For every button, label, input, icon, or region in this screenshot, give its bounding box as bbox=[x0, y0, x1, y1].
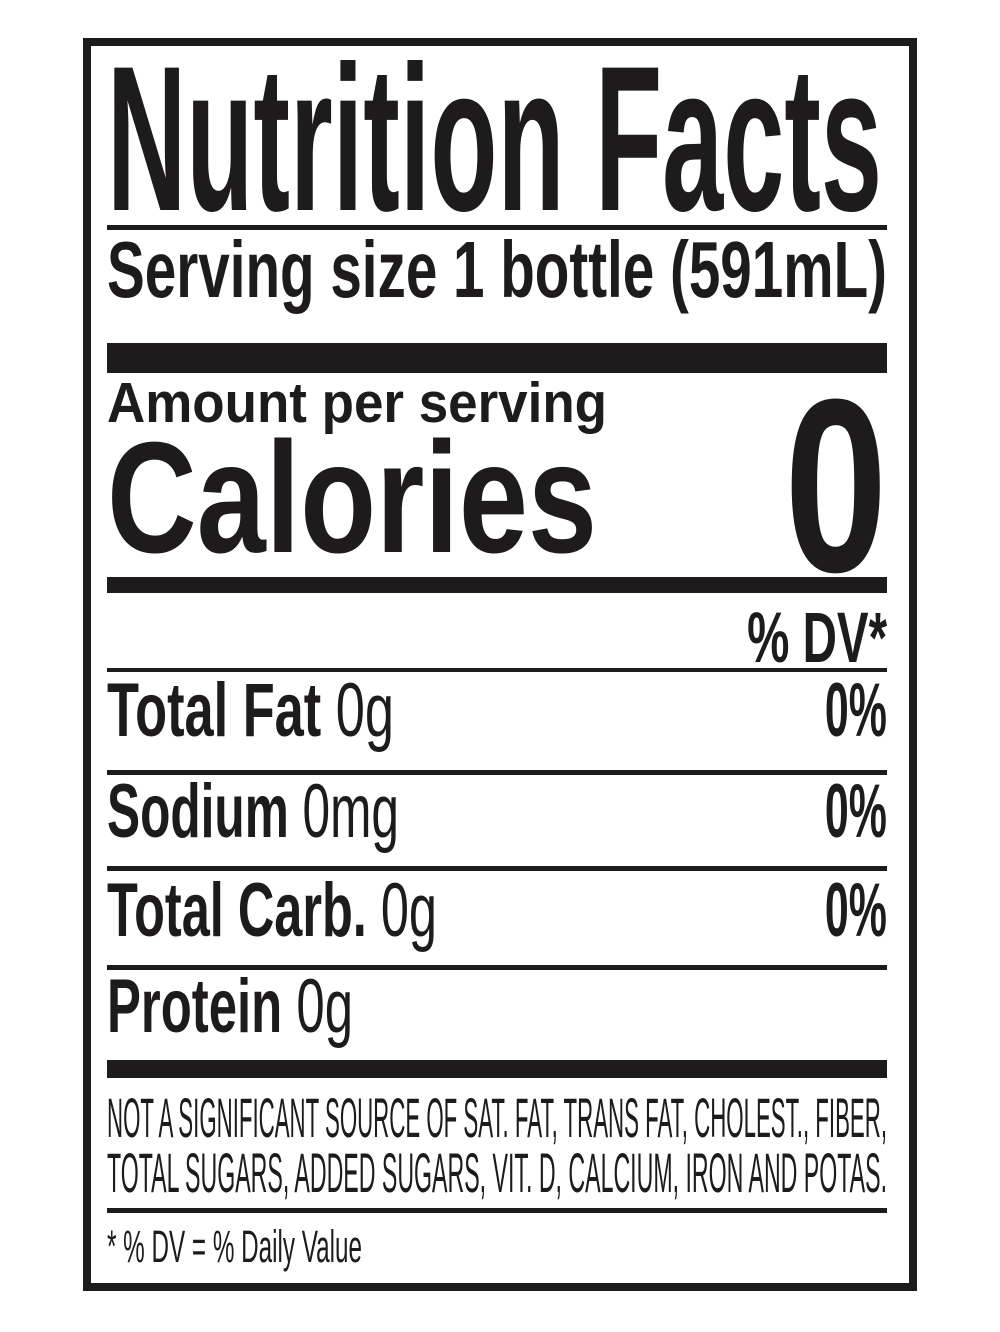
label-content: Nutrition Facts Serving size 1 bottle (5… bbox=[91, 35, 909, 1283]
nutrient-row-protein: Protein 0g bbox=[107, 969, 887, 1045]
row-rule bbox=[107, 770, 887, 775]
nutrient-row-total-carb: Total Carb. 0g 0% bbox=[107, 873, 887, 949]
nutrient-row-sodium: Sodium 0mg 0% bbox=[107, 774, 887, 850]
calories-label: Calories bbox=[107, 410, 597, 586]
nutrient-name: Protein bbox=[107, 964, 283, 1049]
nutrient-amount: 0g bbox=[296, 964, 353, 1049]
daily-value-note: * % DV = % Daily Value bbox=[107, 1221, 362, 1272]
footnote-line-1: NOT A SIGNIFICANT SOURCE OF SAT. FAT, TR… bbox=[107, 1086, 887, 1149]
nutrient-dv-value: 0% bbox=[825, 668, 887, 753]
calories-value-band: 0 bbox=[107, 363, 887, 610]
percent-dv-header-band: % DV* bbox=[107, 603, 887, 674]
nutrient-left-group: Total Fat 0g bbox=[107, 673, 394, 749]
percent-dv-header: % DV* bbox=[747, 599, 887, 678]
footnote-text: NOT A SIGNIFICANT SOURCE OF SAT. FAT, TR… bbox=[107, 1086, 1000, 1204]
row-rule bbox=[107, 965, 887, 970]
nutrient-left-group: Protein 0g bbox=[107, 969, 353, 1045]
nutrient-dv-value: 0% bbox=[825, 769, 887, 854]
nutrient-dv-value: 0% bbox=[825, 868, 887, 953]
row-rule bbox=[107, 866, 887, 871]
calories-value: 0 bbox=[784, 348, 887, 624]
footnote-rule bbox=[107, 1208, 887, 1213]
amount-per-serving-label: Amount per serving bbox=[107, 371, 607, 435]
nutrient-amount: 0g bbox=[335, 668, 394, 753]
title-divider-rule bbox=[107, 225, 887, 230]
nutrient-name: Total Carb. bbox=[107, 868, 367, 953]
nutrient-row-total-fat: Total Fat 0g 0% bbox=[107, 673, 887, 749]
serving-size-text: Serving size 1 bottle (591mL) bbox=[107, 225, 887, 314]
nutrient-name: Sodium bbox=[107, 769, 289, 854]
nutrient-left-group: Sodium 0mg bbox=[107, 774, 399, 850]
nutrition-facts-label: Nutrition Facts Serving size 1 bottle (5… bbox=[83, 35, 917, 1291]
footnote-line-2: TOTAL SUGARS, ADDED SUGARS, VIT. D, CALC… bbox=[107, 1141, 887, 1204]
nutrient-amount: 0mg bbox=[302, 769, 399, 854]
dv-header-rule bbox=[107, 668, 887, 672]
thick-separator-bar bbox=[107, 343, 887, 373]
nutrient-amount: 0g bbox=[380, 868, 437, 953]
footnote-separator-bar bbox=[107, 1060, 887, 1078]
label-title: Nutrition Facts bbox=[107, 23, 883, 254]
nutrient-left-group: Total Carb. 0g bbox=[107, 873, 437, 949]
nutrient-name: Total Fat bbox=[107, 668, 322, 753]
calories-separator-bar bbox=[107, 577, 887, 593]
